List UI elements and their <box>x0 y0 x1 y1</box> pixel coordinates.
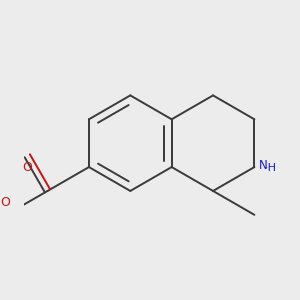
Text: O: O <box>22 160 32 174</box>
Text: ·H: ·H <box>265 164 277 173</box>
Text: N: N <box>259 159 268 172</box>
Text: O: O <box>0 196 10 209</box>
